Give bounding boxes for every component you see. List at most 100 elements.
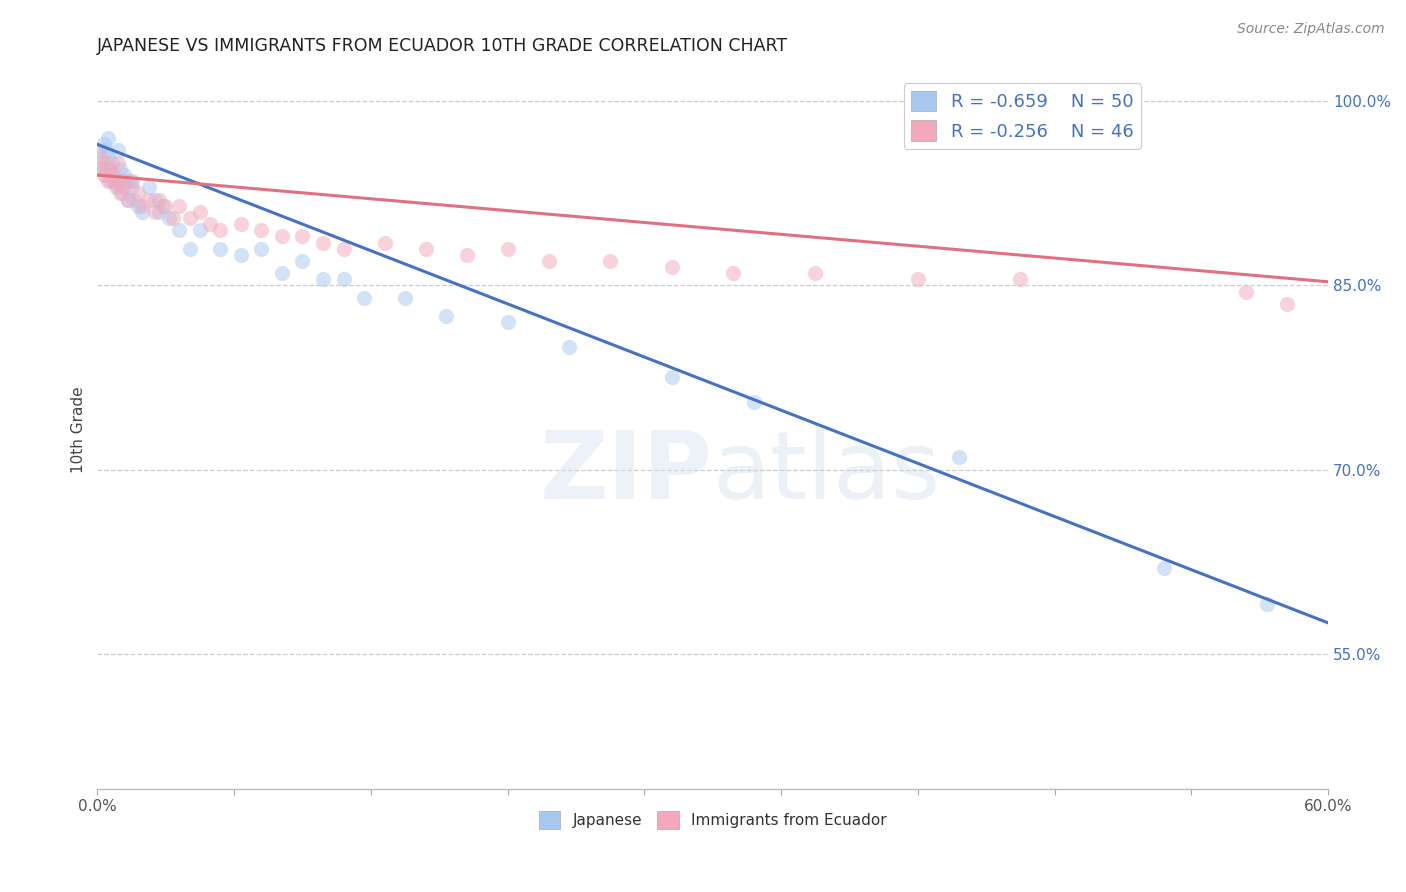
Point	[169, 223, 191, 237]
Point	[117, 193, 139, 207]
Legend: Japanese, Immigrants from Ecuador: Japanese, Immigrants from Ecuador	[533, 805, 893, 835]
Point	[537, 254, 560, 268]
Point	[496, 315, 519, 329]
Point	[661, 370, 683, 384]
Point	[100, 168, 122, 182]
Point	[97, 150, 120, 164]
Point	[1010, 272, 1032, 286]
Point	[104, 174, 127, 188]
Point	[107, 155, 129, 169]
Point	[100, 155, 122, 169]
Point	[157, 211, 180, 225]
Point	[434, 309, 457, 323]
Point	[93, 137, 115, 152]
Point	[153, 199, 176, 213]
Point	[271, 229, 294, 244]
Text: JAPANESE VS IMMIGRANTS FROM ECUADOR 10TH GRADE CORRELATION CHART: JAPANESE VS IMMIGRANTS FROM ECUADOR 10TH…	[97, 37, 789, 55]
Text: ZIP: ZIP	[540, 426, 713, 519]
Point	[723, 266, 745, 280]
Point	[661, 260, 683, 274]
Point	[271, 266, 294, 280]
Point	[312, 235, 335, 250]
Text: atlas: atlas	[713, 426, 941, 519]
Point	[198, 217, 221, 231]
Point	[209, 242, 232, 256]
Point	[804, 266, 827, 280]
Point	[1275, 297, 1298, 311]
Point	[169, 199, 191, 213]
Point	[558, 340, 581, 354]
Point	[103, 174, 125, 188]
Point	[148, 193, 170, 207]
Point	[599, 254, 621, 268]
Point	[742, 395, 765, 409]
Point	[97, 131, 120, 145]
Point	[107, 144, 129, 158]
Point	[353, 291, 375, 305]
Y-axis label: 10th Grade: 10th Grade	[72, 386, 86, 473]
Point	[94, 168, 117, 182]
Point	[97, 174, 120, 188]
Point	[108, 186, 131, 201]
Point	[332, 272, 354, 286]
Point	[124, 193, 146, 207]
Point	[948, 450, 970, 465]
Point	[98, 174, 121, 188]
Point	[131, 204, 153, 219]
Point	[250, 223, 273, 237]
Point	[115, 174, 138, 188]
Point	[496, 242, 519, 256]
Point	[152, 199, 174, 213]
Point	[89, 144, 111, 158]
Point	[250, 242, 273, 256]
Point	[111, 186, 134, 201]
Point	[104, 180, 127, 194]
Point	[117, 193, 139, 207]
Point	[111, 174, 134, 188]
Point	[143, 204, 166, 219]
Point	[188, 204, 211, 219]
Point	[94, 155, 117, 169]
Point	[162, 211, 184, 225]
Point	[332, 242, 354, 256]
Point	[291, 254, 314, 268]
Point	[1153, 560, 1175, 574]
Point	[415, 242, 437, 256]
Point	[291, 229, 314, 244]
Point	[456, 248, 478, 262]
Point	[108, 161, 131, 176]
Point	[907, 272, 929, 286]
Point	[1234, 285, 1257, 299]
Point	[229, 248, 252, 262]
Point	[148, 204, 170, 219]
Point	[179, 211, 201, 225]
Point	[120, 174, 142, 188]
Point	[107, 180, 129, 194]
Point	[138, 180, 160, 194]
Point	[312, 272, 335, 286]
Point	[112, 168, 135, 182]
Text: Source: ZipAtlas.com: Source: ZipAtlas.com	[1237, 22, 1385, 37]
Point	[229, 217, 252, 231]
Point	[93, 168, 115, 182]
Point	[373, 235, 395, 250]
Point	[131, 199, 153, 213]
Point	[127, 199, 149, 213]
Point	[103, 168, 125, 182]
Point	[90, 150, 112, 164]
Point	[179, 242, 201, 256]
Point	[98, 161, 121, 176]
Point	[394, 291, 416, 305]
Point	[90, 155, 112, 169]
Point	[89, 161, 111, 176]
Point	[143, 193, 166, 207]
Point	[188, 223, 211, 237]
Point	[94, 144, 117, 158]
Point	[1256, 598, 1278, 612]
Point	[98, 161, 121, 176]
Point	[121, 180, 143, 194]
Point	[121, 174, 143, 188]
Point	[127, 186, 149, 201]
Point	[93, 161, 115, 176]
Point	[112, 180, 135, 194]
